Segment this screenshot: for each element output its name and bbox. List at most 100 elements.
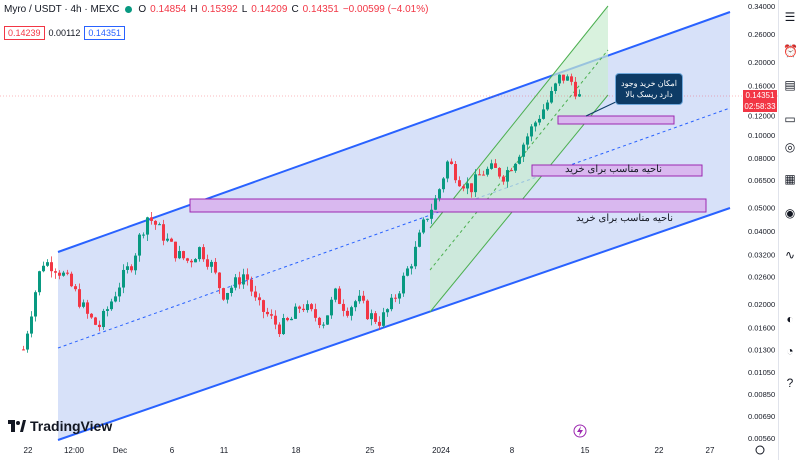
y-tick-label: 0.00560: [748, 434, 775, 443]
candle-down: [94, 317, 97, 325]
streams-icon[interactable]: ◐: [786, 312, 794, 326]
candle-up: [178, 251, 181, 259]
candle-up: [382, 312, 385, 326]
buy-zone-rect-2[interactable]: [531, 164, 703, 177]
candle-up: [558, 74, 561, 84]
bid-ask-row: 0.14239 0.00112 0.14351: [4, 26, 125, 40]
y-tick-label: 0.16000: [748, 81, 775, 90]
candle-down: [278, 324, 281, 335]
ideas-icon[interactable]: ◉: [784, 206, 796, 220]
candle-down: [342, 303, 345, 311]
candle-up: [282, 317, 285, 335]
candle-down: [206, 259, 209, 267]
market-status-dot: [125, 6, 133, 13]
y-tick-label: 0.04000: [748, 227, 775, 236]
watchlist-icon[interactable]: ☰: [784, 10, 796, 24]
candle-down: [218, 272, 221, 289]
object-tree-icon[interactable]: ▤: [784, 78, 796, 92]
candle-up: [26, 333, 29, 350]
low-label: L: [241, 4, 248, 15]
y-tick-label: 0.20000: [748, 58, 775, 67]
bid-price[interactable]: 0.14239: [4, 26, 45, 40]
candle-down: [362, 295, 365, 301]
y-axis: 0.34000 0.26000 0.20000 0.16000 0.12000 0.100…: [748, 2, 775, 443]
high-label: H: [190, 4, 198, 15]
alerts-icon[interactable]: ⏰: [783, 44, 798, 58]
candle-down: [318, 317, 321, 326]
x-tick-label: 8: [510, 446, 515, 455]
hotlists-icon[interactable]: ◎: [784, 140, 796, 154]
price-chart[interactable]: 0.34000 0.26000 0.20000 0.16000 0.12000 0.100…: [0, 0, 778, 460]
channel-lower-line[interactable]: [57, 207, 731, 441]
x-tick-label: 18: [292, 446, 301, 455]
x-axis: 22 12:00 Dec 6 11 18 25 2024 8 15 22 27: [24, 446, 715, 455]
x-tick-label: 12:00: [64, 446, 85, 455]
candle-up: [122, 269, 125, 288]
candle-down: [338, 288, 341, 304]
candle-down: [458, 180, 461, 187]
candle-up: [330, 299, 333, 316]
candle-up: [106, 309, 109, 311]
green-channel-mid[interactable]: [429, 49, 609, 271]
candle-up: [518, 156, 521, 164]
candle-down: [262, 300, 265, 312]
candle-down: [130, 266, 133, 271]
y-tick-label: 0.34000: [748, 2, 775, 11]
lightning-icon[interactable]: [573, 424, 587, 438]
candle-up: [370, 313, 373, 320]
candle-up: [446, 161, 449, 179]
buy-zone-rect-3[interactable]: [557, 115, 675, 125]
candle-down: [150, 217, 153, 221]
candle-up: [406, 268, 409, 276]
candle-up: [554, 83, 557, 92]
candle-up: [422, 219, 425, 233]
help-icon[interactable]: ?: [786, 376, 794, 390]
channel-mid-line[interactable]: [57, 107, 731, 349]
y-tick-label: 0.02600: [748, 272, 775, 281]
candle-up: [474, 174, 477, 193]
ask-price[interactable]: 0.14351: [84, 26, 125, 40]
candle-down: [346, 310, 349, 316]
candle-up: [538, 118, 541, 123]
candle-down: [454, 163, 457, 181]
candle-up: [158, 224, 161, 226]
calendar-icon[interactable]: ▦: [784, 172, 796, 186]
tradingview-logo[interactable]: TradingView: [8, 418, 112, 434]
bar-countdown: 02:58:33: [744, 102, 776, 111]
candle-up: [442, 178, 445, 190]
candle-up: [210, 261, 213, 267]
candle-up: [294, 306, 297, 319]
tradingview-logo-icon: [8, 420, 26, 432]
chat-icon[interactable]: ▭: [784, 112, 796, 126]
x-tick-label: 6: [170, 446, 175, 455]
spread-value: 0.00112: [48, 28, 81, 38]
candle-up: [198, 247, 201, 260]
candle-up: [418, 232, 421, 247]
candle-down: [66, 272, 69, 274]
candle-up: [534, 122, 537, 127]
pulse-icon[interactable]: ∿: [784, 248, 796, 262]
candle-up: [578, 94, 581, 97]
notifications-icon[interactable]: ◔: [786, 344, 794, 358]
candle-up: [430, 209, 433, 219]
symbol-name[interactable]: Myro / USDT · 4h · MEXC: [4, 4, 120, 15]
green-channel-upper[interactable]: [429, 5, 609, 229]
candle-down: [482, 174, 485, 176]
candle-up: [118, 287, 121, 297]
y-tick-label: 0.10000: [748, 131, 775, 140]
candle-up: [38, 271, 41, 293]
x-tick-label: 15: [581, 446, 590, 455]
y-tick-label: 0.12000: [748, 112, 775, 121]
note-callout[interactable]: امکان خرید وجود دارد ریسک بالا: [615, 73, 683, 105]
settings-icon[interactable]: [755, 445, 765, 455]
close-value: 0.14351: [302, 4, 339, 15]
candle-down: [574, 81, 577, 97]
candle-up: [138, 234, 141, 256]
y-tick-label: 0.08000: [748, 154, 775, 163]
candle-down: [478, 174, 481, 176]
candle-down: [22, 349, 25, 351]
channel-upper-line[interactable]: [57, 11, 731, 253]
candle-up: [390, 297, 393, 310]
buy-zone-rect-1[interactable]: [189, 198, 707, 213]
candle-up: [466, 183, 469, 189]
